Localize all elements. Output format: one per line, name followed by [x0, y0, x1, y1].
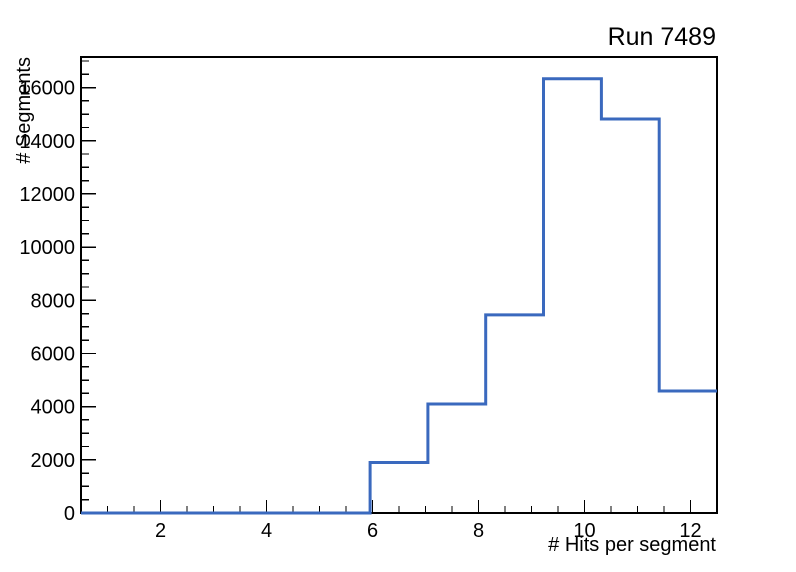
y-axis-title: # Segments: [13, 57, 35, 164]
x-tick-label: 12: [679, 520, 701, 542]
x-tick-label: 8: [473, 520, 484, 542]
x-axis-major-ticks: [159, 500, 692, 513]
y-axis-major-ticks: [81, 86, 96, 514]
y-tick-label: 8000: [31, 290, 76, 312]
y-tick-label: 4000: [31, 397, 76, 419]
x-axis-title: # Hits per segment: [548, 534, 716, 556]
x-axis-tick-labels: 2 4 6 8 10 12: [155, 520, 702, 542]
x-tick-label: 6: [367, 520, 378, 542]
y-tick-label: 10000: [19, 237, 75, 259]
y-tick-label: 6000: [31, 343, 76, 365]
y-tick-label: 16000: [19, 78, 75, 100]
x-tick-label: 2: [155, 520, 166, 542]
chart-title: Run 7489: [608, 23, 716, 51]
y-axis-minor-ticks: [81, 60, 89, 501]
x-tick-label: 4: [261, 520, 272, 542]
y-tick-label: 0: [64, 503, 75, 525]
y-tick-label: 2000: [31, 450, 76, 472]
histogram-line: [81, 77, 717, 515]
y-tick-label: 12000: [19, 184, 75, 206]
y-tick-label: 14000: [19, 131, 75, 153]
x-tick-label: 10: [573, 520, 595, 542]
plot-frame: [80, 56, 718, 514]
y-axis-tick-labels: 0 2000 4000 6000 8000 10000 12000 14000 16000: [19, 78, 75, 525]
